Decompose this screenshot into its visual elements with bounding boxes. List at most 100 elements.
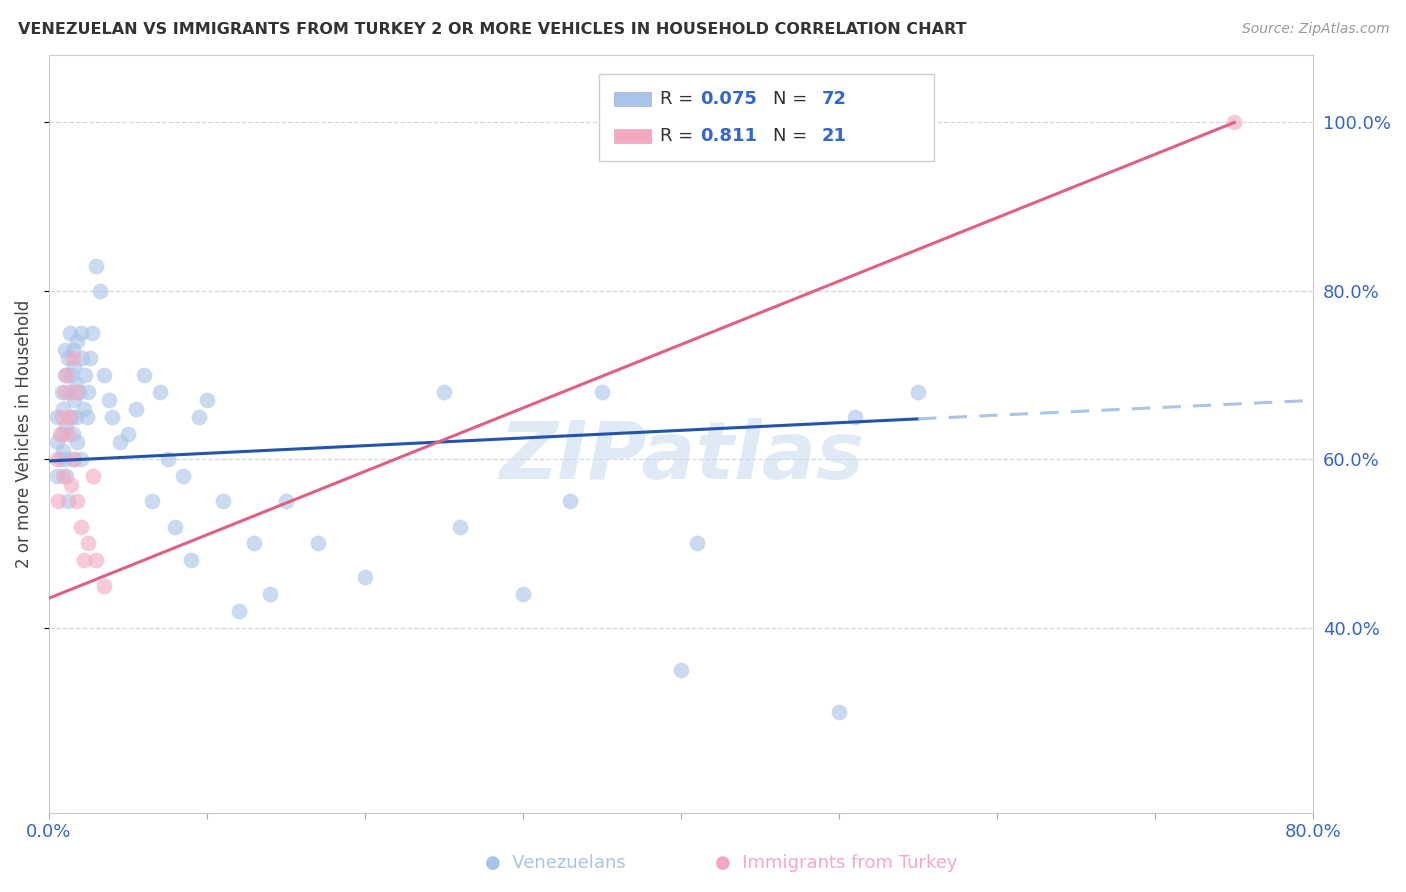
Point — [433, 384, 456, 399]
Point — [62, 452, 84, 467]
Point — [188, 410, 211, 425]
Point — [55, 418, 77, 433]
Point — [60, 410, 83, 425]
Point — [98, 393, 121, 408]
Point — [211, 494, 233, 508]
Text: N =: N = — [773, 128, 814, 145]
Point — [70, 351, 93, 366]
Point — [89, 284, 111, 298]
Point — [77, 384, 100, 399]
Point — [79, 351, 101, 366]
Point — [228, 604, 250, 618]
Point — [51, 384, 73, 399]
Point — [82, 469, 104, 483]
Text: ●  Venezuelans: ● Venezuelans — [485, 855, 626, 872]
Point — [56, 351, 79, 366]
Text: R =: R = — [659, 90, 699, 108]
Point — [686, 536, 709, 550]
Point — [52, 401, 75, 416]
Point — [69, 452, 91, 467]
Point — [80, 326, 103, 340]
Point — [117, 427, 139, 442]
Point — [63, 359, 86, 374]
Point — [53, 384, 76, 399]
Text: 72: 72 — [821, 90, 846, 108]
Point — [69, 519, 91, 533]
Point — [53, 452, 76, 467]
Point — [45, 410, 67, 425]
Point — [58, 326, 80, 340]
Point — [354, 570, 377, 584]
Text: Source: ZipAtlas.com: Source: ZipAtlas.com — [1241, 22, 1389, 37]
Point — [591, 384, 613, 399]
Point — [75, 368, 97, 382]
Point — [180, 553, 202, 567]
Point — [53, 343, 76, 357]
Point — [45, 469, 67, 483]
Point — [66, 494, 89, 508]
Point — [274, 494, 297, 508]
Point — [307, 536, 329, 550]
Point — [69, 326, 91, 340]
Point — [141, 494, 163, 508]
Point — [101, 410, 124, 425]
Point — [65, 384, 87, 399]
Point — [48, 494, 70, 508]
Point — [51, 427, 73, 442]
Point — [195, 393, 218, 408]
Text: N =: N = — [773, 90, 814, 108]
FancyBboxPatch shape — [614, 92, 651, 106]
Point — [52, 469, 75, 483]
Point — [49, 452, 72, 467]
Point — [55, 469, 77, 483]
Point — [73, 401, 96, 416]
Point — [172, 469, 194, 483]
Point — [66, 435, 89, 450]
FancyBboxPatch shape — [614, 129, 651, 143]
Point — [259, 587, 281, 601]
Point — [62, 427, 84, 442]
Point — [449, 519, 471, 533]
Point — [65, 410, 87, 425]
Text: R =: R = — [659, 128, 699, 145]
Text: 0.075: 0.075 — [700, 90, 756, 108]
Point — [63, 452, 86, 467]
Point — [844, 410, 866, 425]
Point — [49, 427, 72, 442]
Point — [63, 393, 86, 408]
Point — [45, 435, 67, 450]
Point — [512, 587, 534, 601]
Text: VENEZUELAN VS IMMIGRANTS FROM TURKEY 2 OR MORE VEHICLES IN HOUSEHOLD CORRELATION: VENEZUELAN VS IMMIGRANTS FROM TURKEY 2 O… — [18, 22, 967, 37]
Point — [58, 410, 80, 425]
Point — [55, 368, 77, 382]
Point — [62, 351, 84, 366]
Point — [73, 553, 96, 567]
Point — [86, 259, 108, 273]
Point — [67, 384, 90, 399]
Text: 21: 21 — [821, 128, 846, 145]
Point — [560, 494, 582, 508]
Point — [60, 368, 83, 382]
Point — [76, 410, 98, 425]
Point — [125, 401, 148, 416]
Point — [132, 368, 155, 382]
Point — [93, 578, 115, 592]
Text: ●  Immigrants from Turkey: ● Immigrants from Turkey — [716, 855, 957, 872]
Point — [149, 384, 172, 399]
Point — [51, 410, 73, 425]
Point — [93, 368, 115, 382]
Point — [669, 663, 692, 677]
Point — [66, 334, 89, 349]
Point — [45, 452, 67, 467]
Point — [907, 384, 929, 399]
Point — [1223, 115, 1246, 129]
Point — [53, 368, 76, 382]
Point — [52, 443, 75, 458]
Point — [65, 376, 87, 391]
Point — [56, 427, 79, 442]
Point — [828, 705, 851, 719]
FancyBboxPatch shape — [599, 74, 934, 161]
Point — [60, 477, 83, 491]
Point — [243, 536, 266, 550]
Point — [156, 452, 179, 467]
